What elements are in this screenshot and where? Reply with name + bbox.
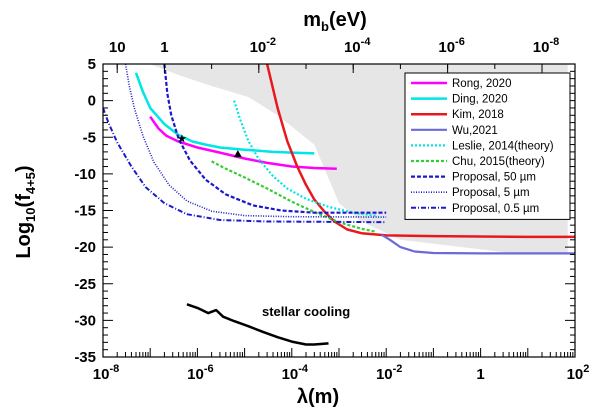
legend-label-2: Kim, 2018 (452, 109, 504, 121)
marker-star (177, 134, 187, 143)
top-axis-title-main: m (303, 9, 321, 31)
top-tick-label-1: 1 (160, 39, 168, 56)
legend-label-5: Chu, 2015(theory) (452, 156, 545, 168)
y-tick-label-8: -35 (74, 349, 96, 366)
top-tick-label-3: 10-4 (344, 36, 371, 56)
y-axis-title-sub2: 4+5 (23, 172, 38, 194)
series-line-2 (265, 64, 575, 239)
legend-label-6: Proposal, 50 µm (452, 172, 536, 184)
y-tick-label-2: -5 (83, 129, 96, 146)
y-axis-title-paren: (f (13, 194, 35, 208)
series-line-8 (103, 107, 387, 224)
top-tick-label-5-exp: -8 (549, 36, 559, 48)
top-tick-label-4-base: 10 (438, 39, 455, 56)
x-tick-label-0-exp: -8 (109, 363, 119, 375)
y-tick-label-1: 0 (88, 93, 96, 110)
legend-label-8: Proposal, 0.5 µm (452, 203, 539, 215)
x-tick-label-2-base: 10 (282, 366, 299, 383)
x-axis-title: λ(m) (297, 386, 339, 408)
top-tick-label-0-base: 10 (109, 39, 126, 56)
series-layer (103, 64, 575, 255)
x-tick-label-2: 10-4 (282, 363, 309, 383)
y-tick-label-3: -10 (74, 166, 96, 183)
marker-triangle (233, 150, 242, 158)
top-axis-title-sub: b (321, 19, 329, 34)
x-tick-label-1: 10-6 (187, 363, 213, 383)
y-tick-label-4: -15 (74, 203, 96, 220)
x-tick-label-3: 10-2 (376, 363, 402, 383)
x-tick-label-0: 10-8 (93, 363, 119, 383)
legend-label-4: Leslie, 2014(theory) (452, 140, 554, 152)
y-tick-label-7: -30 (74, 312, 96, 329)
x-tick-label-5-exp: 2 (583, 363, 589, 375)
top-axis-title: mb(eV) (303, 9, 367, 34)
legend-label-7: Proposal, 5 µm (452, 187, 530, 199)
x-tick-label-5-base: 10 (567, 366, 584, 383)
top-tick-label-2-exp: -2 (266, 36, 276, 48)
stellar-cooling-label: stellar cooling (262, 304, 350, 319)
top-tick-label-2: 10-2 (250, 36, 276, 56)
y-tick-label-6: -25 (74, 276, 96, 293)
legend-label-0: Rong, 2020 (452, 78, 511, 90)
y-axis-title-close: ) (13, 165, 35, 172)
y-axis-title-main: Log (13, 222, 35, 259)
legend-label-1: Ding, 2020 (452, 94, 508, 106)
x-tick-label-3-base: 10 (376, 366, 393, 383)
top-tick-label-3-base: 10 (344, 39, 361, 56)
stellar-cooling-layer (186, 303, 329, 346)
x-tick-label-4: 1 (476, 366, 484, 383)
stellar-cooling-line (186, 303, 329, 346)
x-tick-label-5: 102 (567, 363, 590, 383)
top-tick-label-0: 10 (109, 39, 126, 56)
x-tick-label-2-exp: -4 (298, 363, 309, 375)
legend: Rong, 2020 Ding, 2020 Kim, 2018 Wu,2021 Lesl… (404, 72, 571, 220)
x-tick-label-3-exp: -2 (393, 363, 403, 375)
x-tick-label-4-base: 1 (476, 366, 484, 383)
top-tick-label-4: 10-6 (438, 36, 464, 56)
top-tick-label-1-base: 1 (160, 39, 168, 56)
y-tick-label-0: 5 (88, 56, 96, 73)
series-line-0 (149, 115, 337, 170)
legend-label-3: Wu,2021 (452, 125, 498, 137)
series-line-5 (211, 160, 376, 233)
top-tick-label-4-exp: -6 (455, 36, 465, 48)
x-tick-label-1-base: 10 (187, 366, 204, 383)
top-tick-label-5-base: 10 (533, 39, 550, 56)
y-axis-title: Log10(f4+5) (13, 165, 38, 258)
series-line-3 (381, 233, 575, 255)
y-tick-label-5: -20 (74, 239, 96, 256)
marker-layer (177, 134, 242, 158)
top-tick-label-3-exp: -4 (361, 36, 372, 48)
top-tick-label-2-base: 10 (250, 39, 267, 56)
x-tick-label-0-base: 10 (93, 366, 110, 383)
series-line-6 (163, 64, 387, 214)
top-tick-label-5: 10-8 (533, 36, 559, 56)
y-axis-title-sub: 10 (23, 207, 38, 221)
series-line-1 (134, 72, 315, 155)
top-axis-title-unit: (eV) (329, 9, 367, 31)
x-tick-label-1-exp: -6 (204, 363, 214, 375)
